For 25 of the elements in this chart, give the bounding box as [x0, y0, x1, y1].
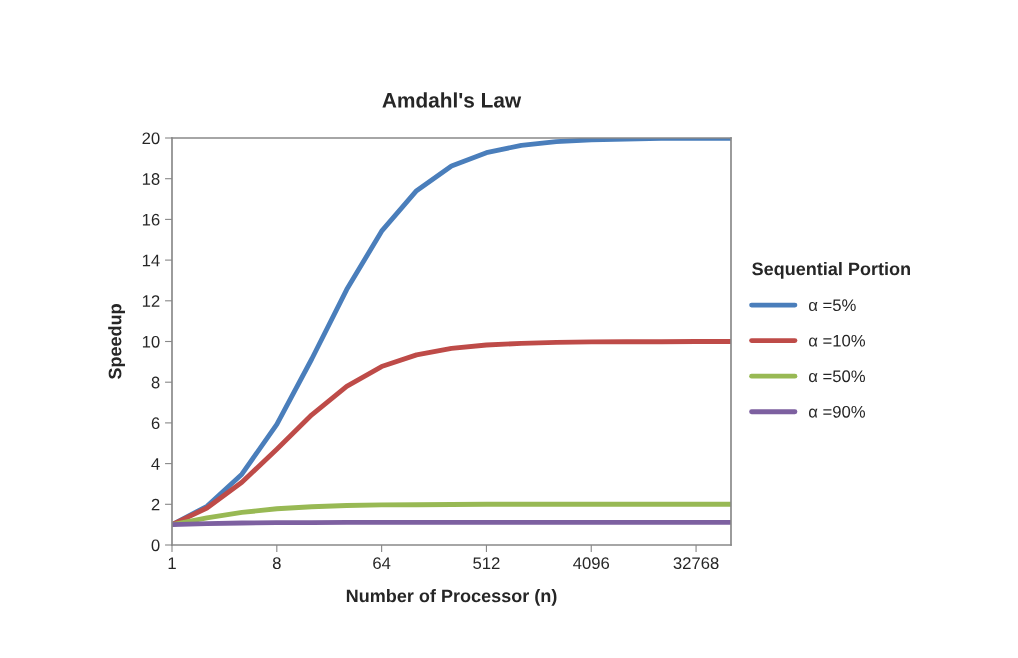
y-tick-label: 4: [151, 458, 160, 470]
y-tick-label: 6: [151, 417, 160, 430]
y-tick-label: 10: [142, 335, 160, 348]
x-tick-label: 8: [272, 557, 281, 570]
legend-label: α =50%: [808, 370, 866, 383]
chart-title: Amdahl's Law: [382, 92, 522, 108]
x-axis-title: Number of Processor (n): [346, 589, 557, 606]
y-axis-title: Speedup: [108, 304, 125, 380]
legend-label: α =5%: [808, 299, 856, 312]
legend-label: α =90%: [808, 405, 866, 418]
y-tick-label: 2: [151, 498, 160, 511]
x-tick-label: 64: [373, 557, 391, 570]
y-tick-label: 20: [142, 132, 160, 145]
y-tick-label: 14: [142, 254, 160, 267]
y-tick-label: 12: [142, 295, 160, 307]
x-tick-label: 32768: [673, 557, 719, 570]
y-tick-label: 0: [151, 539, 160, 552]
legend-label: α =10%: [808, 334, 866, 347]
y-tick-label: 16: [142, 213, 160, 226]
x-tick-label: 512: [473, 557, 500, 570]
x-tick-label: 4096: [573, 557, 610, 570]
y-tick-label: 18: [142, 173, 160, 185]
legend-title: Sequential Portion: [752, 262, 910, 279]
y-tick-label: 8: [151, 376, 160, 389]
x-tick-label: 1: [168, 557, 176, 569]
